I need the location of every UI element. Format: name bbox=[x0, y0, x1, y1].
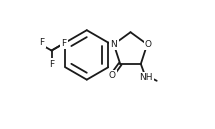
Text: N: N bbox=[111, 40, 117, 49]
Text: NH: NH bbox=[139, 73, 152, 82]
Text: O: O bbox=[145, 40, 152, 49]
Text: F: F bbox=[40, 38, 45, 47]
Text: N: N bbox=[111, 40, 117, 49]
Text: F: F bbox=[61, 39, 66, 48]
Text: F: F bbox=[49, 60, 54, 69]
Text: O: O bbox=[109, 71, 116, 80]
